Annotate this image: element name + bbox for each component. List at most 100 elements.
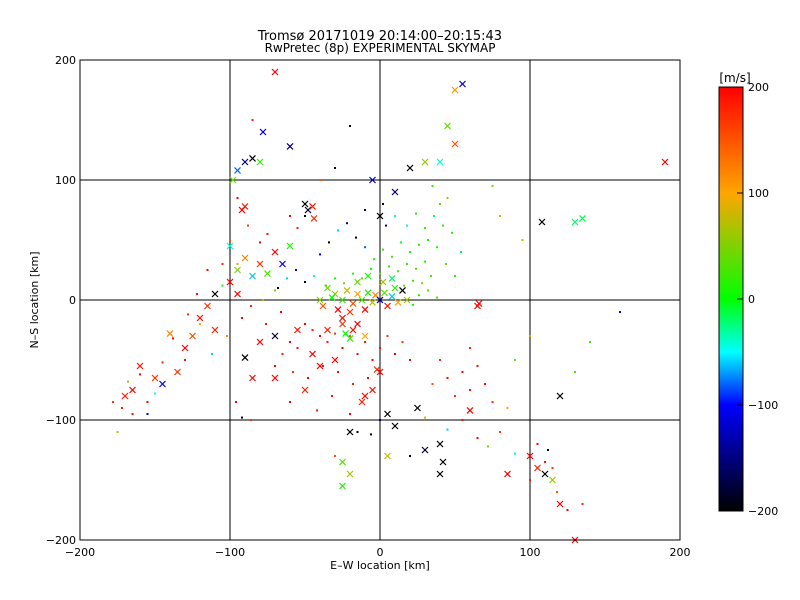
data-point-dot [296, 347, 299, 349]
data-point-dot [364, 209, 366, 211]
data-point-cross [264, 270, 271, 278]
data-point-dot [394, 353, 396, 355]
data-point-cross [174, 368, 181, 376]
data-point-cross [301, 200, 309, 208]
data-point-cross [414, 404, 421, 412]
data-point-cross [439, 458, 447, 466]
data-point-dot [241, 416, 243, 419]
data-point-cross [349, 326, 357, 334]
data-point-cross [339, 320, 346, 328]
data-point-dot [326, 341, 329, 343]
data-point-dot [461, 419, 464, 421]
y-tick-label: 200 [55, 54, 76, 67]
data-point-dot [355, 236, 357, 239]
data-point-cross [189, 332, 196, 340]
data-point-cross [436, 158, 444, 166]
data-point-cross [324, 326, 331, 334]
data-point-cross [661, 158, 669, 166]
colorbar-label: [m/s] [719, 71, 750, 85]
data-point-dot [439, 203, 441, 205]
data-point-dot [544, 461, 546, 463]
data-point-dot [382, 248, 384, 251]
data-point-dot [451, 231, 453, 234]
data-point-cross [421, 158, 429, 166]
data-point-dot [346, 222, 348, 225]
data-point-dot [400, 241, 402, 244]
data-point-cross [384, 410, 391, 418]
data-point-dot [424, 227, 426, 229]
data-point-cross [399, 286, 406, 294]
data-point-cross [339, 296, 346, 304]
data-point-cross [319, 302, 327, 310]
data-point-dot [431, 383, 434, 385]
data-point-dot [406, 263, 408, 265]
data-point-dot [506, 407, 509, 409]
data-point-dot [388, 265, 390, 268]
data-point-dot [307, 377, 309, 379]
data-point-dot [139, 373, 141, 376]
data-point-cross [541, 470, 549, 478]
data-point-dot [436, 246, 438, 249]
data-point-dot [454, 395, 456, 397]
data-point-dot [370, 267, 372, 270]
data-point-cross [436, 470, 444, 478]
data-point-cross [339, 314, 346, 322]
data-point-cross [444, 122, 451, 130]
data-point-cross [376, 212, 384, 220]
data-point-dot [439, 359, 441, 361]
data-point-dot [187, 313, 189, 316]
data-point-cross [526, 452, 534, 460]
y-tick-label: 0 [69, 294, 76, 307]
data-point-dot [536, 443, 539, 445]
data-point-dot [619, 311, 621, 313]
data-point-dot [476, 437, 479, 439]
data-points [112, 68, 669, 544]
data-point-cross [538, 218, 546, 226]
data-point-cross [259, 128, 267, 136]
data-point-cross [556, 392, 564, 400]
data-point-dot [589, 341, 591, 343]
data-point-dot [476, 365, 479, 367]
data-point-dot [491, 185, 494, 187]
data-point-cross [238, 206, 246, 214]
data-point-dot [418, 294, 420, 297]
data-point-dot [433, 215, 435, 217]
data-point-dot [325, 284, 327, 287]
x-tick-label: 100 [520, 546, 541, 559]
data-point-cross [391, 188, 399, 196]
data-point-dot [371, 359, 374, 361]
data-point-cross [549, 476, 556, 484]
data-point-cross [249, 272, 256, 280]
data-point-dot [418, 243, 420, 246]
data-point-cross [256, 260, 264, 268]
data-point-dot [409, 455, 411, 457]
data-point-dot [446, 377, 449, 379]
data-point-dot [221, 263, 224, 265]
data-point-dot [574, 371, 576, 373]
data-point-cross [241, 254, 249, 262]
colorbar-tick-label: 200 [748, 81, 769, 94]
data-point-cross [346, 428, 354, 436]
data-point-cross [361, 392, 369, 400]
data-point-cross [381, 289, 388, 297]
data-point-cross [358, 296, 366, 304]
colorbar-tick-label: 100 [748, 187, 769, 200]
data-point-dot [361, 277, 363, 280]
data-point-dot [529, 479, 531, 481]
data-point-cross [339, 458, 346, 466]
data-point-dot [415, 212, 417, 215]
data-point-cross [475, 300, 483, 308]
data-point-dot [409, 251, 411, 253]
data-point-cross [369, 176, 376, 184]
data-point-dot [112, 401, 114, 403]
data-point-cross [379, 278, 387, 286]
data-point-cross [343, 286, 351, 294]
data-point-cross [234, 266, 241, 274]
data-point-dot [394, 215, 396, 217]
data-point-cross [271, 332, 279, 340]
data-point-dot [250, 419, 252, 421]
data-point-cross [271, 68, 279, 76]
data-point-dot [319, 253, 321, 256]
data-point-dot [121, 407, 123, 409]
data-point-dot [229, 239, 231, 241]
